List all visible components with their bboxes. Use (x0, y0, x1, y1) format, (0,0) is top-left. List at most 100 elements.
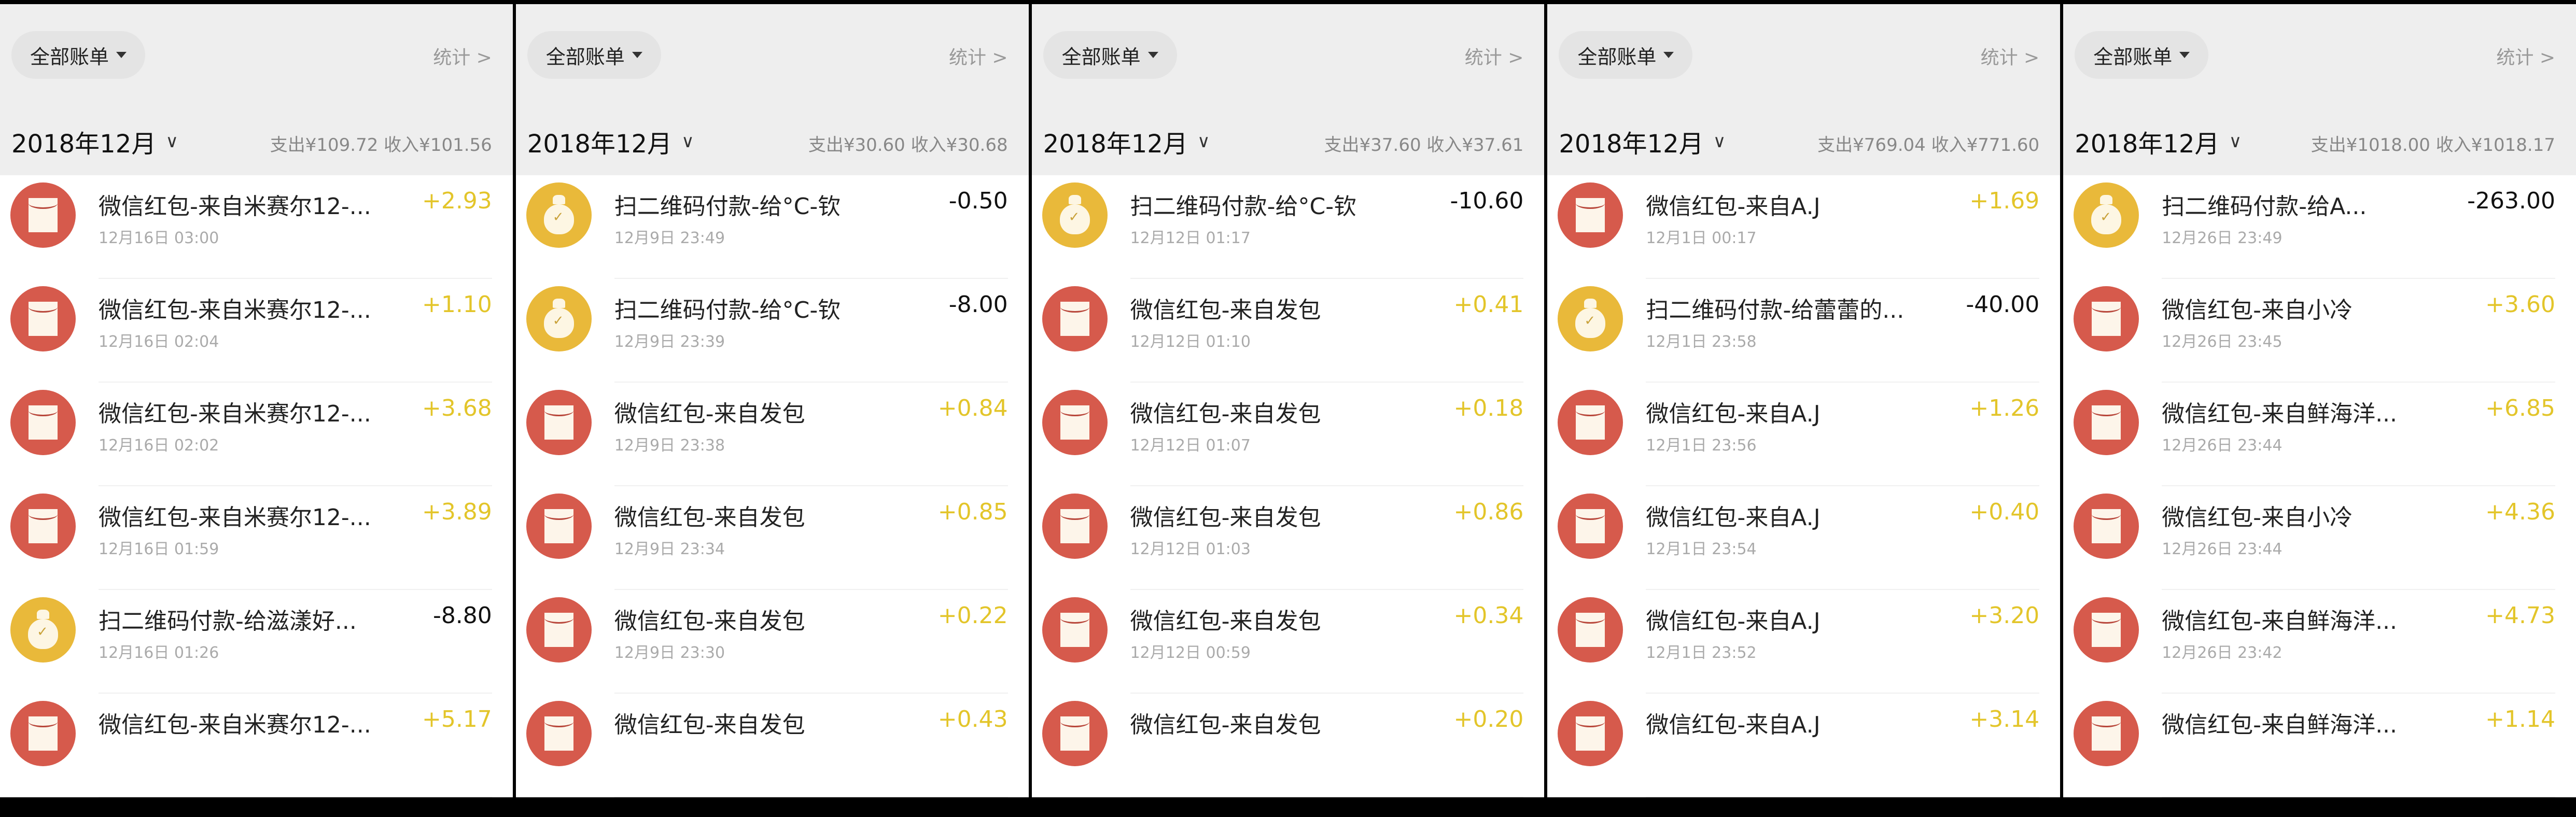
transaction-row[interactable]: 微信红包-来自发包 12月9日 23:30 +0.22 (516, 590, 1029, 694)
transaction-amount: +6.85 (2485, 395, 2555, 421)
transaction-row[interactable]: 微信红包-来自发包 12月12日 01:03 +0.86 (1032, 486, 1545, 590)
transaction-row[interactable]: 微信红包-来自A.J 12月1日 23:54 +0.40 (1547, 486, 2060, 590)
bill-header: 全部账单 统计 > 2018年12月 ∨ 支出¥1018.00 收入¥1018.17 (2063, 4, 2576, 175)
transaction-amount: +3.20 (1969, 602, 2040, 629)
bill-header: 全部账单 统计 > 2018年12月 ∨ 支出¥109.72 收入¥101.56 (0, 4, 513, 175)
all-bills-filter-button[interactable]: 全部账单 (527, 31, 661, 79)
transaction-amount: -8.00 (948, 291, 1008, 318)
transaction-row[interactable]: 扫二维码付款-给蕾蕾的... 12月1日 23:58 -40.00 (1547, 279, 2060, 383)
caret-down-icon (1663, 52, 1674, 58)
bag-glyph (543, 299, 574, 338)
red-envelope-icon (10, 286, 76, 351)
row-divider (1130, 485, 1524, 486)
transaction-title: 微信红包-来自发包 (1130, 608, 1321, 635)
red-envelope-icon (10, 494, 76, 559)
transaction-row[interactable]: 微信红包-来自鲜海洋... +1.14 (2063, 694, 2576, 797)
month-summary: 支出¥37.60 收入¥37.61 (1324, 135, 1524, 156)
money-bag-icon (526, 182, 592, 248)
envelope-glyph (2092, 716, 2121, 751)
statistics-link[interactable]: 统计 > (1980, 47, 2040, 68)
bill-screenshots-strip: 全部账单 统计 > 2018年12月 ∨ 支出¥109.72 收入¥101.56 微信红包… (0, 4, 2576, 797)
envelope-glyph (1060, 613, 1089, 647)
month-selector[interactable]: 2018年12月 ∨ (11, 123, 178, 160)
bag-glyph (1059, 195, 1090, 234)
transaction-row[interactable]: 微信红包-来自发包 12月12日 00:59 +0.34 (1032, 590, 1545, 694)
transaction-date: 12月12日 00:59 (1130, 644, 1251, 662)
red-envelope-icon (1558, 494, 1623, 559)
transaction-row[interactable]: 微信红包-来自A.J 12月1日 23:56 +1.26 (1547, 383, 2060, 486)
row-divider (99, 589, 492, 590)
transaction-row[interactable]: 微信红包-来自小冷 12月26日 23:44 +4.36 (2063, 486, 2576, 590)
red-envelope-icon (2074, 494, 2139, 559)
transaction-row[interactable]: 扫二维码付款-给°C-钦 12月12日 01:17 -10.60 (1032, 175, 1545, 279)
row-divider (2162, 796, 2555, 797)
envelope-glyph (2092, 405, 2121, 440)
transaction-title: 扫二维码付款-给°C-钦 (614, 193, 841, 220)
red-envelope-icon (2074, 390, 2139, 455)
transaction-date: 12月9日 23:38 (614, 436, 725, 455)
transaction-row[interactable]: 微信红包-来自发包 12月12日 01:10 +0.41 (1032, 279, 1545, 383)
transaction-row[interactable]: 微信红包-来自发包 12月9日 23:38 +0.84 (516, 383, 1029, 486)
transaction-date: 12月12日 01:07 (1130, 436, 1251, 455)
all-bills-filter-button[interactable]: 全部账单 (1043, 31, 1177, 79)
month-summary: 支出¥30.60 收入¥30.68 (808, 135, 1008, 156)
month-selector[interactable]: 2018年12月 ∨ (1559, 123, 1726, 160)
all-bills-filter-button[interactable]: 全部账单 (2075, 31, 2209, 79)
all-bills-filter-button[interactable]: 全部账单 (11, 31, 146, 79)
envelope-glyph (29, 509, 58, 543)
transaction-date: 12月1日 00:17 (1646, 229, 1757, 247)
transaction-row[interactable]: 扫二维码付款-给滋漾好... 12月16日 01:26 -8.80 (0, 590, 513, 694)
transaction-row[interactable]: 微信红包-来自米赛尔12-... +5.17 (0, 694, 513, 797)
transaction-row[interactable]: 微信红包-来自米赛尔12-... 12月16日 03:00 +2.93 (0, 175, 513, 279)
transaction-date: 12月12日 01:03 (1130, 540, 1251, 558)
transaction-row[interactable]: 微信红包-来自米赛尔12-... 12月16日 02:04 +1.10 (0, 279, 513, 383)
transaction-row[interactable]: 扫二维码付款-给°C-钦 12月9日 23:39 -8.00 (516, 279, 1029, 383)
month-selector[interactable]: 2018年12月 ∨ (1043, 123, 1210, 160)
statistics-link[interactable]: 统计 > (1464, 47, 1524, 68)
transaction-row[interactable]: 扫二维码付款-给A... 12月26日 23:49 -263.00 (2063, 175, 2576, 279)
transaction-title: 微信红包-来自A.J (1646, 504, 1821, 531)
transaction-row[interactable]: 微信红包-来自鲜海洋... 12月26日 23:42 +4.73 (2063, 590, 2576, 694)
transaction-title: 扫二维码付款-给°C-钦 (1130, 193, 1357, 220)
transaction-row[interactable]: 微信红包-来自米赛尔12-... 12月16日 01:59 +3.89 (0, 486, 513, 590)
transaction-title: 微信红包-来自发包 (1130, 504, 1321, 531)
transaction-row[interactable]: 微信红包-来自发包 +0.43 (516, 694, 1029, 797)
transaction-amount: +0.86 (1453, 499, 1524, 525)
envelope-glyph (29, 405, 58, 440)
transaction-amount: +0.20 (1453, 706, 1524, 733)
bill-panel: 全部账单 统计 > 2018年12月 ∨ 支出¥30.60 收入¥30.68 扫二维码付款… (515, 4, 1029, 797)
transaction-list: 微信红包-来自A.J 12月1日 00:17 +1.69 扫二维码付款-给蕾蕾的...… (1547, 175, 2060, 797)
red-envelope-icon (526, 390, 592, 455)
red-envelope-icon (2074, 286, 2139, 351)
transaction-row[interactable]: 微信红包-来自米赛尔12-... 12月16日 02:02 +3.68 (0, 383, 513, 486)
row-divider (1646, 796, 2040, 797)
red-envelope-icon (10, 390, 76, 455)
transaction-list: 扫二维码付款-给A... 12月26日 23:49 -263.00 微信红包-来自小冷… (2063, 175, 2576, 797)
transaction-row[interactable]: 微信红包-来自发包 12月9日 23:34 +0.85 (516, 486, 1029, 590)
transaction-title: 微信红包-来自发包 (614, 504, 805, 531)
filter-label: 全部账单 (30, 45, 109, 68)
red-envelope-icon (1042, 701, 1108, 766)
statistics-link[interactable]: 统计 > (433, 47, 492, 68)
transaction-date: 12月26日 23:42 (2162, 644, 2283, 662)
transaction-row[interactable]: 微信红包-来自A.J 12月1日 23:52 +3.20 (1547, 590, 2060, 694)
transaction-row[interactable]: 微信红包-来自A.J +3.14 (1547, 694, 2060, 797)
transaction-row[interactable]: 扫二维码付款-给°C-钦 12月9日 23:49 -0.50 (516, 175, 1029, 279)
all-bills-filter-button[interactable]: 全部账单 (1559, 31, 1693, 79)
red-envelope-icon (10, 701, 76, 766)
month-selector[interactable]: 2018年12月 ∨ (527, 123, 694, 160)
money-bag-icon (10, 597, 76, 663)
envelope-glyph (29, 716, 58, 751)
transaction-row[interactable]: 微信红包-来自小冷 12月26日 23:45 +3.60 (2063, 279, 2576, 383)
transaction-row[interactable]: 微信红包-来自A.J 12月1日 00:17 +1.69 (1547, 175, 2060, 279)
statistics-link[interactable]: 统计 > (948, 47, 1008, 68)
transaction-amount: +1.69 (1969, 188, 2040, 214)
statistics-link[interactable]: 统计 > (2496, 47, 2555, 68)
transaction-row[interactable]: 微信红包-来自鲜海洋... 12月26日 23:44 +6.85 (2063, 383, 2576, 486)
month-selector[interactable]: 2018年12月 ∨ (2075, 123, 2242, 160)
red-envelope-icon (1042, 390, 1108, 455)
transaction-row[interactable]: 微信红包-来自发包 +0.20 (1032, 694, 1545, 797)
transaction-title: 微信红包-来自A.J (1646, 401, 1821, 427)
transaction-row[interactable]: 微信红包-来自发包 12月12日 01:07 +0.18 (1032, 383, 1545, 486)
money-bag-icon (2074, 182, 2139, 248)
